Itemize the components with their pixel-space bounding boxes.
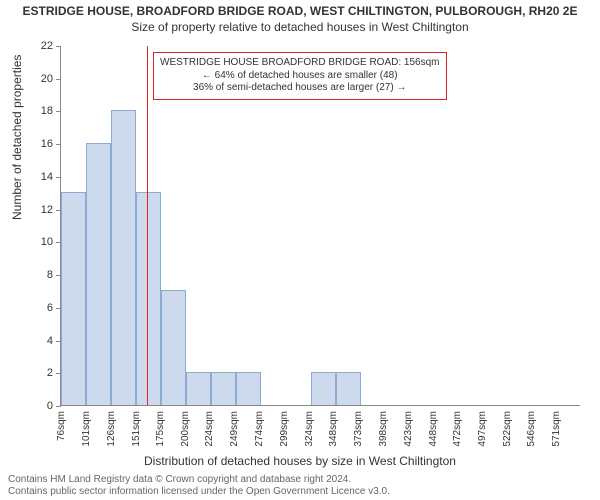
y-tick-label: 2 bbox=[47, 367, 53, 379]
y-tick-label: 8 bbox=[47, 269, 53, 281]
histogram-bar bbox=[236, 372, 261, 405]
x-tick-label: 76sqm bbox=[56, 411, 67, 441]
histogram-bar bbox=[336, 372, 361, 405]
x-tick-label: 398sqm bbox=[378, 411, 389, 447]
x-tick-label: 348sqm bbox=[328, 411, 339, 447]
x-tick-label: 249sqm bbox=[229, 411, 240, 447]
y-tick bbox=[56, 144, 61, 145]
footer-line2: Contains public sector information licen… bbox=[8, 486, 592, 498]
x-axis-label: Distribution of detached houses by size … bbox=[0, 454, 600, 468]
y-tick bbox=[56, 111, 61, 112]
plot-region: 024681012141618202276sqm101sqm126sqm151s… bbox=[60, 46, 580, 406]
y-tick-label: 18 bbox=[41, 105, 53, 117]
x-tick-label: 274sqm bbox=[254, 411, 265, 447]
y-tick-label: 10 bbox=[41, 236, 53, 248]
y-tick-label: 20 bbox=[41, 73, 53, 85]
x-tick-label: 101sqm bbox=[81, 411, 92, 447]
x-tick-label: 472sqm bbox=[452, 411, 463, 447]
y-tick bbox=[56, 177, 61, 178]
y-tick-label: 22 bbox=[41, 40, 53, 52]
annotation-line3: 36% of semi-detached houses are larger (… bbox=[160, 82, 440, 95]
histogram-bar bbox=[86, 143, 111, 405]
histogram-bar bbox=[161, 290, 186, 405]
x-tick-label: 522sqm bbox=[502, 411, 513, 447]
y-tick bbox=[56, 79, 61, 80]
y-tick bbox=[56, 46, 61, 47]
x-tick-label: 126sqm bbox=[106, 411, 117, 447]
chart-area: 024681012141618202276sqm101sqm126sqm151s… bbox=[60, 46, 580, 406]
chart-titles: ESTRIDGE HOUSE, BROADFORD BRIDGE ROAD, W… bbox=[0, 0, 600, 34]
x-tick-label: 448sqm bbox=[428, 411, 439, 447]
histogram-bar bbox=[186, 372, 211, 405]
y-tick-label: 14 bbox=[41, 171, 53, 183]
x-tick-label: 151sqm bbox=[131, 411, 142, 447]
x-tick-label: 571sqm bbox=[551, 411, 562, 447]
x-tick-label: 423sqm bbox=[403, 411, 414, 447]
x-tick-label: 546sqm bbox=[526, 411, 537, 447]
footer-line1: Contains HM Land Registry data © Crown c… bbox=[8, 474, 592, 486]
x-tick-label: 224sqm bbox=[204, 411, 215, 447]
y-tick-label: 4 bbox=[47, 335, 53, 347]
annotation-line2: ← 64% of detached houses are smaller (48… bbox=[160, 70, 440, 83]
footer-attribution: Contains HM Land Registry data © Crown c… bbox=[8, 474, 592, 498]
y-axis-label: Number of detached properties bbox=[10, 55, 24, 220]
y-tick bbox=[56, 406, 61, 407]
annotation-line1: WESTRIDGE HOUSE BROADFORD BRIDGE ROAD: 1… bbox=[160, 57, 440, 70]
histogram-bar bbox=[211, 372, 236, 405]
annotation-box: WESTRIDGE HOUSE BROADFORD BRIDGE ROAD: 1… bbox=[153, 52, 447, 100]
reference-line bbox=[147, 46, 148, 405]
x-tick-label: 200sqm bbox=[180, 411, 191, 447]
title-main: ESTRIDGE HOUSE, BROADFORD BRIDGE ROAD, W… bbox=[0, 4, 600, 18]
title-sub: Size of property relative to detached ho… bbox=[0, 20, 600, 34]
y-tick-label: 0 bbox=[47, 400, 53, 412]
y-tick-label: 16 bbox=[41, 138, 53, 150]
x-tick-label: 497sqm bbox=[477, 411, 488, 447]
y-tick-label: 6 bbox=[47, 302, 53, 314]
histogram-bar bbox=[61, 192, 86, 405]
y-tick-label: 12 bbox=[41, 204, 53, 216]
x-tick-label: 175sqm bbox=[155, 411, 166, 447]
x-tick-label: 299sqm bbox=[279, 411, 290, 447]
histogram-bar bbox=[136, 192, 161, 405]
x-tick-label: 324sqm bbox=[304, 411, 315, 447]
histogram-bar bbox=[311, 372, 336, 405]
x-tick-label: 373sqm bbox=[353, 411, 364, 447]
histogram-bar bbox=[111, 110, 136, 405]
